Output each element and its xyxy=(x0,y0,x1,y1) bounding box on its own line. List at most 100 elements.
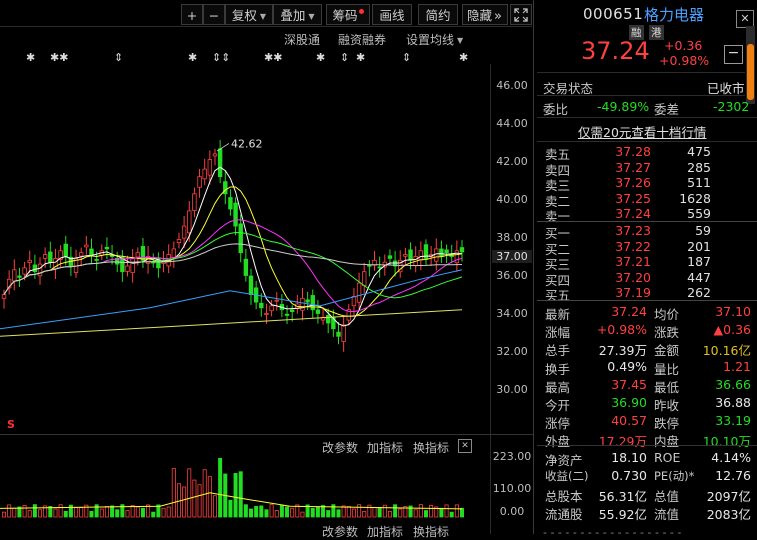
candle[interactable] xyxy=(176,232,182,249)
candle[interactable] xyxy=(48,241,53,268)
volume-bar[interactable] xyxy=(357,504,362,518)
event-marker[interactable]: ⇕⇕ xyxy=(212,51,231,64)
volume-bar[interactable] xyxy=(382,504,387,518)
volume-bar[interactable] xyxy=(228,499,233,518)
volume-bar[interactable] xyxy=(321,505,326,518)
volume-bar[interactable] xyxy=(264,509,269,518)
volume-bar[interactable] xyxy=(300,511,305,518)
candle[interactable] xyxy=(284,305,290,325)
candle[interactable] xyxy=(17,267,22,287)
volume-bar[interactable] xyxy=(151,511,156,518)
candle[interactable] xyxy=(300,287,305,321)
volume-bar[interactable] xyxy=(53,508,58,518)
candle[interactable] xyxy=(192,187,197,218)
switch-indicator-button[interactable]: 换指标 xyxy=(413,441,450,455)
volume-bar[interactable] xyxy=(17,506,22,518)
candle[interactable] xyxy=(336,321,341,345)
close-icon[interactable]: ✕ xyxy=(736,10,754,28)
candle[interactable] xyxy=(171,241,177,268)
candle[interactable] xyxy=(42,247,48,269)
volume-bar[interactable] xyxy=(63,510,68,518)
volume-bar[interactable] xyxy=(197,484,202,518)
volume-bar[interactable] xyxy=(434,506,439,518)
volume-bar[interactable] xyxy=(207,476,212,518)
volume-bar[interactable] xyxy=(146,504,151,518)
candle[interactable] xyxy=(341,315,346,352)
volume-bar[interactable] xyxy=(171,468,176,518)
volume-bar[interactable] xyxy=(285,506,290,518)
volume-bar[interactable] xyxy=(74,507,79,518)
candle[interactable] xyxy=(27,250,32,274)
volume-bar[interactable] xyxy=(274,510,279,518)
candle[interactable] xyxy=(212,148,218,166)
volume-bar[interactable] xyxy=(38,509,43,518)
volume-bar[interactable] xyxy=(367,504,372,518)
volume-bar[interactable] xyxy=(192,479,197,518)
candle[interactable] xyxy=(454,240,460,272)
huaxian-button[interactable]: 画线 xyxy=(372,4,412,25)
volume-bar[interactable] xyxy=(2,511,7,518)
level10-promo-link[interactable]: 仅需20元查看十档行情 xyxy=(578,125,707,140)
volume-bar[interactable] xyxy=(439,507,444,518)
candle[interactable] xyxy=(331,309,336,337)
candle[interactable] xyxy=(32,254,38,279)
candlestick-chart[interactable]: 42.62 xyxy=(0,64,490,434)
candle[interactable] xyxy=(377,256,382,278)
junxian-dropdown[interactable]: 设置均线 ▼ xyxy=(406,31,463,48)
volume-bar[interactable] xyxy=(238,471,243,518)
volume-bar[interactable] xyxy=(218,457,223,518)
candle[interactable] xyxy=(289,305,295,322)
volume-bar[interactable] xyxy=(94,504,99,518)
volume-bar[interactable] xyxy=(290,507,295,518)
candle[interactable] xyxy=(223,171,228,205)
candle[interactable] xyxy=(197,168,202,198)
event-marker[interactable]: ✱ xyxy=(188,51,198,64)
volume-bar[interactable] xyxy=(377,507,382,518)
candle[interactable] xyxy=(84,235,89,255)
candle[interactable] xyxy=(6,270,12,295)
volume-bar[interactable] xyxy=(84,504,89,518)
volume-bar[interactable] xyxy=(120,504,125,518)
volume-bar[interactable] xyxy=(331,504,336,518)
candle[interactable] xyxy=(63,235,68,266)
event-marker[interactable]: ✱ xyxy=(459,51,469,64)
switch-indicator-button[interactable]: 换指标 xyxy=(413,525,450,539)
zoom-in-button[interactable]: + xyxy=(181,4,203,25)
volume-bar[interactable] xyxy=(99,508,104,518)
add-indicator-button[interactable]: 加指标 xyxy=(367,525,404,539)
change-params-button[interactable]: 改参数 xyxy=(322,525,359,539)
candle[interactable] xyxy=(156,252,161,278)
candle[interactable] xyxy=(233,197,238,236)
volume-bar[interactable] xyxy=(125,510,130,518)
volume-bar[interactable] xyxy=(259,505,264,518)
candle[interactable] xyxy=(367,260,372,277)
candle[interactable] xyxy=(259,293,264,317)
candle[interactable] xyxy=(238,214,243,263)
volume-bar[interactable] xyxy=(362,510,367,518)
candle[interactable] xyxy=(439,240,444,263)
chouma-button[interactable]: 筹码 xyxy=(326,4,370,25)
volume-bar[interactable] xyxy=(182,486,187,518)
diejia-dropdown[interactable]: 叠加 ▼ xyxy=(273,4,322,25)
candle[interactable] xyxy=(104,237,110,260)
volume-bar[interactable] xyxy=(22,505,27,518)
candle[interactable] xyxy=(310,289,315,318)
volume-bar[interactable] xyxy=(449,511,454,518)
event-marker[interactable]: ✱✱ xyxy=(264,51,283,64)
candle[interactable] xyxy=(248,268,254,305)
volume-bar[interactable] xyxy=(403,506,408,518)
candle[interactable] xyxy=(356,272,362,311)
volume-bar[interactable] xyxy=(336,509,341,518)
volume-bar[interactable] xyxy=(418,504,423,518)
candle[interactable] xyxy=(423,239,429,265)
fuquan-dropdown[interactable]: 复权 ▼ xyxy=(225,4,273,25)
volume-bar[interactable] xyxy=(166,506,171,518)
candle[interactable] xyxy=(228,189,233,216)
volume-bar[interactable] xyxy=(341,505,346,518)
event-marker[interactable]: ⇕ xyxy=(402,51,412,64)
candle[interactable] xyxy=(120,250,125,282)
volume-bar[interactable] xyxy=(68,504,73,518)
volume-bar[interactable] xyxy=(212,495,217,518)
volume-bar[interactable] xyxy=(310,507,315,518)
volume-bar[interactable] xyxy=(161,507,166,518)
